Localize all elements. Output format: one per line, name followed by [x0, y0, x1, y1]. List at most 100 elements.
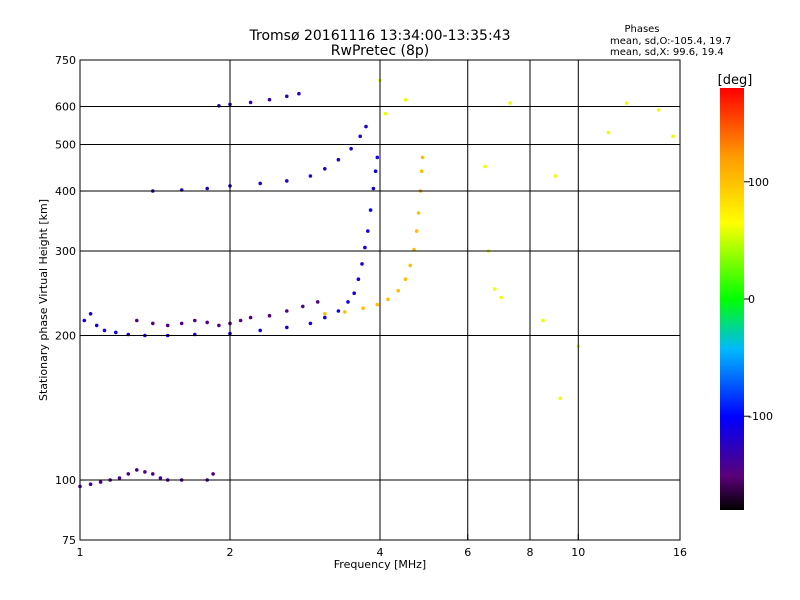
y-tick-label: 400 [55, 185, 76, 198]
data-point [135, 318, 139, 323]
data-point [323, 312, 327, 316]
data-point [151, 321, 155, 326]
data-point [343, 310, 347, 314]
data-point [248, 315, 253, 320]
data-point [383, 111, 388, 116]
data-point [301, 304, 305, 309]
data-point [217, 104, 221, 108]
data-point [98, 480, 103, 484]
data-point [205, 186, 209, 191]
data-point [285, 94, 289, 99]
colorbar-label: [deg] [718, 73, 753, 88]
colorbar-tick-label: 0 [748, 293, 755, 306]
data-point [483, 164, 487, 169]
data-point [88, 482, 93, 487]
data-point [412, 247, 416, 252]
y-tick-label: 200 [55, 330, 76, 343]
data-point [336, 309, 341, 313]
data-point [114, 330, 118, 335]
data-point [211, 472, 215, 476]
x-tick-label: 8 [527, 546, 534, 559]
phase-box-line1: mean, sd,O:-105.4, 19.7 [610, 36, 731, 47]
data-point [217, 323, 221, 328]
data-point [323, 167, 327, 171]
data-point [308, 321, 313, 326]
x-tick-label: 10 [571, 546, 585, 559]
data-point [386, 297, 390, 302]
data-point [403, 277, 408, 282]
data-point [143, 470, 147, 474]
data-point [553, 174, 558, 178]
y-tick-label: 750 [55, 54, 76, 67]
data-point [375, 302, 380, 307]
x-tick-label: 1 [77, 546, 84, 559]
data-point [396, 288, 401, 293]
data-point [414, 229, 419, 233]
data-point [656, 108, 661, 112]
data-point [323, 315, 327, 320]
x-tick-label: 2 [227, 546, 234, 559]
data-point [420, 155, 425, 160]
y-tick-label: 600 [55, 101, 76, 114]
colorbar-tick-label: 100 [748, 176, 769, 189]
data-point [364, 124, 368, 129]
data-point [499, 295, 503, 300]
data-point [205, 320, 209, 325]
colorbar [720, 88, 744, 510]
data-point [624, 101, 629, 105]
data-point [285, 179, 289, 183]
data-point [360, 262, 364, 266]
phase-box-title: Phases [624, 24, 659, 35]
data-point [361, 306, 365, 311]
data-point [356, 277, 361, 282]
data-point [558, 396, 562, 401]
x-tick-label: 4 [377, 546, 384, 559]
y-tick-label: 500 [55, 139, 76, 152]
data-point [349, 146, 353, 151]
data-point [508, 101, 512, 105]
axis-ticks: 1 2 4 6 8 10 16 75 100 200 300 400 500 600 750 [55, 54, 687, 559]
data-point [285, 325, 289, 330]
data-point [419, 169, 424, 173]
data-point [193, 318, 197, 323]
data-points [78, 78, 675, 489]
x-axis-label: Frequency [MHz] [334, 558, 426, 571]
data-point [671, 134, 675, 139]
data-point [408, 263, 413, 268]
data-point [248, 100, 253, 105]
data-point [346, 300, 350, 304]
data-point [267, 313, 272, 318]
data-point [151, 472, 155, 476]
data-point [371, 186, 376, 191]
data-point [308, 174, 313, 178]
data-point [165, 323, 170, 328]
data-point [366, 229, 370, 233]
data-point [315, 300, 320, 304]
data-point [363, 245, 367, 250]
chart-subtitle: RwPretec (8p) [331, 43, 429, 59]
data-point [135, 468, 139, 472]
data-point [403, 97, 408, 102]
phase-box-line2: mean, sd,X: 99.6, 19.4 [610, 47, 724, 58]
data-point [82, 318, 87, 323]
data-point [94, 323, 99, 328]
data-point [117, 476, 122, 480]
data-point [336, 157, 341, 162]
colorbar-tick-label: -100 [748, 410, 773, 423]
data-point [297, 91, 301, 96]
y-tick-label: 100 [55, 474, 76, 487]
colorbar-ticks: 100 0 -100 [744, 176, 773, 423]
grid-lines [80, 60, 680, 540]
y-tick-label: 75 [62, 534, 76, 547]
data-point [102, 328, 107, 333]
data-point [358, 134, 363, 139]
chart-title: Tromsø 20161116 13:34:00-13:35:43 [249, 28, 511, 44]
data-point [352, 291, 357, 296]
x-tick-label: 16 [673, 546, 687, 559]
data-point [258, 181, 263, 186]
data-point [88, 312, 93, 316]
data-point [375, 155, 380, 160]
data-point [373, 169, 378, 173]
data-point [158, 476, 163, 480]
